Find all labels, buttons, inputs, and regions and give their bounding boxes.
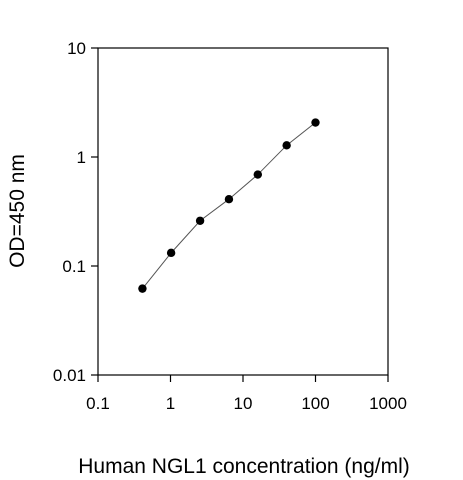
data-point: [138, 284, 147, 293]
y-tick-label: 10: [67, 39, 86, 58]
x-tick-label: 0.1: [86, 394, 110, 413]
data-point: [166, 248, 176, 258]
y-tick-label: 0.01: [53, 366, 86, 385]
x-axis-ticks: 0.1 1 10 100 1000: [86, 375, 407, 413]
data-point: [224, 195, 234, 204]
y-axis-title: OD=450 nm: [6, 154, 29, 268]
y-tick-label: 1: [77, 148, 86, 167]
x-tick-label: 1000: [369, 394, 407, 413]
x-tick-label: 100: [301, 394, 329, 413]
data-point: [253, 170, 262, 179]
series-layer: [138, 118, 320, 293]
data-point: [195, 216, 205, 225]
data-point: [311, 118, 320, 127]
x-axis-title: Human NGL1 concentration (ng/ml): [78, 455, 409, 478]
x-tick-label: 10: [234, 394, 253, 413]
y-axis-ticks: 0.01 0.1 1 10: [53, 39, 98, 385]
x-tick-label: 1: [166, 394, 175, 413]
data-point: [282, 141, 291, 150]
y-tick-label: 0.1: [62, 257, 86, 276]
plot-frame: [97, 47, 389, 376]
